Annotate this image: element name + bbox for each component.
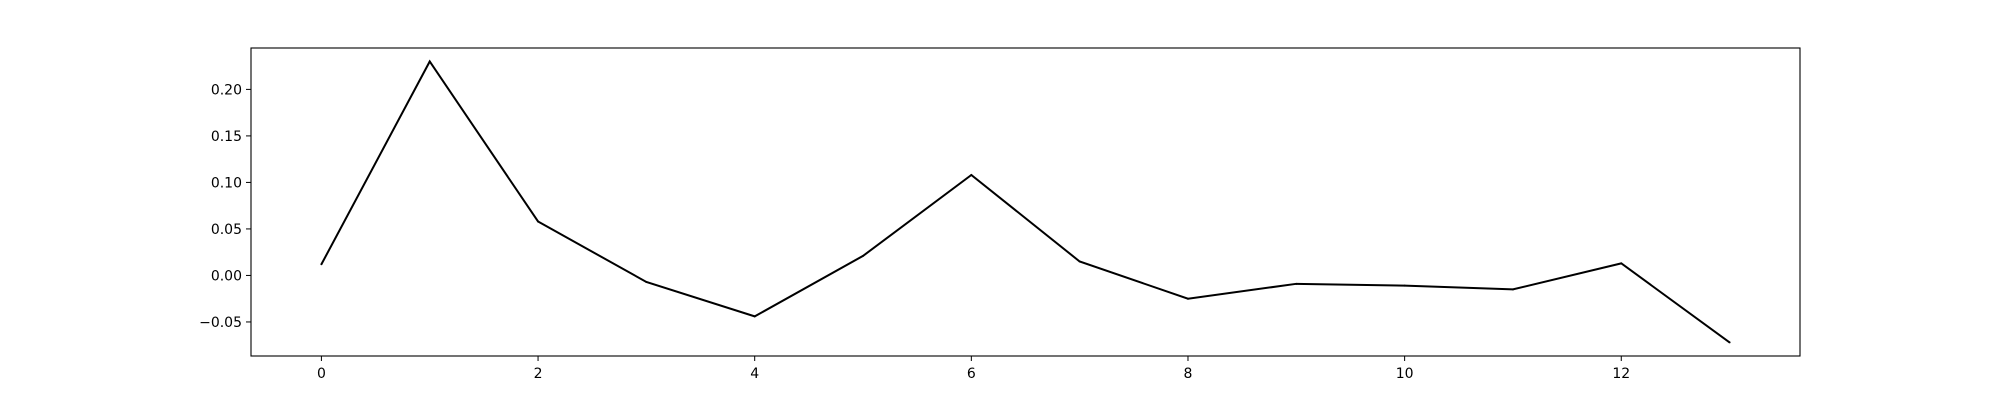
ticks-layer: 0 2 4 6 8 10 12 −0.05 0.00 0.05 0.10 0.15 0.20	[199, 82, 1630, 382]
x-tick-label: 8	[1184, 366, 1193, 382]
x-tick-label: 0	[317, 366, 326, 382]
x-tick-label: 4	[750, 366, 759, 382]
data-point	[1295, 282, 1298, 285]
data-point	[753, 315, 756, 318]
data-point	[1728, 341, 1731, 344]
x-tick-label: 12	[1612, 366, 1630, 382]
data-point	[862, 254, 865, 257]
x-tick-label: 10	[1396, 366, 1414, 382]
data-point	[970, 173, 973, 176]
data-point	[1511, 288, 1514, 291]
data-point	[537, 220, 540, 223]
y-tick-label: 0.05	[211, 222, 242, 238]
y-tick-label: 0.20	[211, 82, 242, 98]
data-point	[1620, 262, 1623, 265]
x-tick-label: 2	[534, 366, 543, 382]
data-point	[1078, 260, 1081, 263]
plot-area-frame	[250, 47, 1801, 357]
series-layer	[320, 59, 1731, 344]
data-point	[428, 60, 431, 63]
y-tick-label: −0.05	[199, 315, 242, 331]
y-tick-label: 0.10	[211, 175, 242, 191]
data-point	[1403, 284, 1406, 287]
y-tick-label: 0.15	[211, 129, 242, 145]
data-point	[645, 280, 648, 283]
y-tick-label: 0.00	[211, 268, 242, 284]
data-point	[320, 263, 323, 266]
data-point	[1186, 297, 1189, 300]
series-line	[320, 59, 1731, 344]
x-tick-label: 6	[967, 366, 976, 382]
